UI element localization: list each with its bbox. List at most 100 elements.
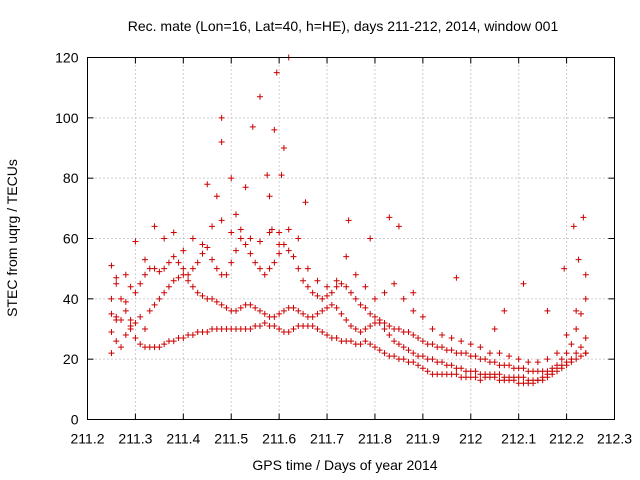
data-point xyxy=(391,280,398,287)
data-point xyxy=(448,335,455,342)
data-point xyxy=(218,217,225,224)
data-point xyxy=(132,289,139,296)
data-point xyxy=(419,353,426,360)
data-point xyxy=(276,229,283,236)
axis-ticks xyxy=(87,57,615,420)
data-point xyxy=(357,329,364,336)
data-point xyxy=(132,238,139,245)
data-point xyxy=(448,362,455,369)
data-point xyxy=(156,295,163,302)
data-point xyxy=(362,326,369,332)
data-point xyxy=(228,259,235,266)
y-tick-label: 40 xyxy=(63,291,79,307)
data-point xyxy=(209,223,216,230)
data-point xyxy=(453,371,460,378)
data-point xyxy=(151,265,158,272)
data-point xyxy=(362,338,369,345)
data-point xyxy=(309,289,316,296)
data-point xyxy=(544,307,551,314)
data-point xyxy=(534,377,541,384)
data-point xyxy=(439,332,446,339)
data-point xyxy=(242,241,249,248)
data-point xyxy=(525,359,532,366)
data-point xyxy=(290,253,297,260)
data-point xyxy=(122,271,129,278)
data-point xyxy=(170,338,177,345)
data-point xyxy=(577,353,584,360)
data-point xyxy=(127,316,134,323)
data-point xyxy=(300,310,307,317)
data-point xyxy=(333,304,340,311)
data-point xyxy=(573,350,580,357)
data-point xyxy=(247,235,254,242)
data-point xyxy=(113,338,120,345)
data-point xyxy=(189,283,196,290)
data-point xyxy=(338,310,345,317)
x-tick-label: 212.2 xyxy=(549,431,584,447)
data-point xyxy=(573,307,580,314)
data-point xyxy=(324,292,331,299)
data-point xyxy=(285,247,292,254)
data-point xyxy=(151,301,158,308)
data-point xyxy=(170,253,177,260)
data-point xyxy=(199,292,206,299)
y-tick-label: 120 xyxy=(55,50,79,66)
chart-title: Rec. mate (Lon=16, Lat=40, h=HE), days 2… xyxy=(128,18,559,34)
x-tick-label: 211.5 xyxy=(214,431,248,447)
grid-lines xyxy=(87,57,615,420)
data-point xyxy=(175,259,182,266)
data-point xyxy=(352,326,359,332)
data-point xyxy=(271,313,278,320)
x-tick-labels: 211.2 211.3 211.4 211.5 211.6 211.7 211.8 211.9… xyxy=(71,431,633,447)
data-point xyxy=(256,322,263,329)
data-point xyxy=(280,307,287,314)
data-point xyxy=(156,268,163,275)
data-point xyxy=(575,256,582,263)
data-point xyxy=(345,217,352,224)
data-point xyxy=(357,341,364,348)
y-tick-label: 60 xyxy=(63,231,79,247)
data-point xyxy=(563,332,570,339)
data-point xyxy=(137,341,144,348)
data-point xyxy=(333,335,340,342)
data-point xyxy=(549,365,556,372)
data-point xyxy=(448,347,455,354)
data-point xyxy=(314,277,321,284)
data-point xyxy=(108,295,115,302)
data-point xyxy=(496,350,503,357)
data-point xyxy=(563,350,570,357)
data-point xyxy=(309,322,316,329)
data-point xyxy=(180,335,187,342)
data-point xyxy=(458,365,465,372)
data-point xyxy=(218,114,225,121)
data-point xyxy=(429,326,436,332)
data-point xyxy=(304,283,311,290)
data-point xyxy=(501,307,508,314)
data-point xyxy=(439,359,446,366)
data-point xyxy=(127,283,134,290)
data-point xyxy=(314,310,321,317)
data-point xyxy=(580,214,587,221)
data-point xyxy=(472,368,479,375)
data-point xyxy=(333,283,340,290)
data-point xyxy=(280,145,287,151)
data-point xyxy=(314,326,321,332)
data-point xyxy=(223,304,230,311)
data-point xyxy=(285,329,292,336)
data-point xyxy=(568,341,575,348)
data-point xyxy=(146,307,153,314)
data-point xyxy=(415,335,422,342)
data-point xyxy=(453,274,460,281)
data-point xyxy=(343,316,350,323)
x-tick-label: 212.3 xyxy=(597,431,632,447)
data-point xyxy=(108,262,115,269)
data-point xyxy=(268,226,275,233)
data-point xyxy=(108,310,115,317)
data-point xyxy=(582,271,589,278)
data-point xyxy=(419,365,426,372)
data-point xyxy=(391,338,398,345)
data-point xyxy=(467,341,474,348)
data-point xyxy=(209,295,216,302)
data-point xyxy=(477,377,484,384)
